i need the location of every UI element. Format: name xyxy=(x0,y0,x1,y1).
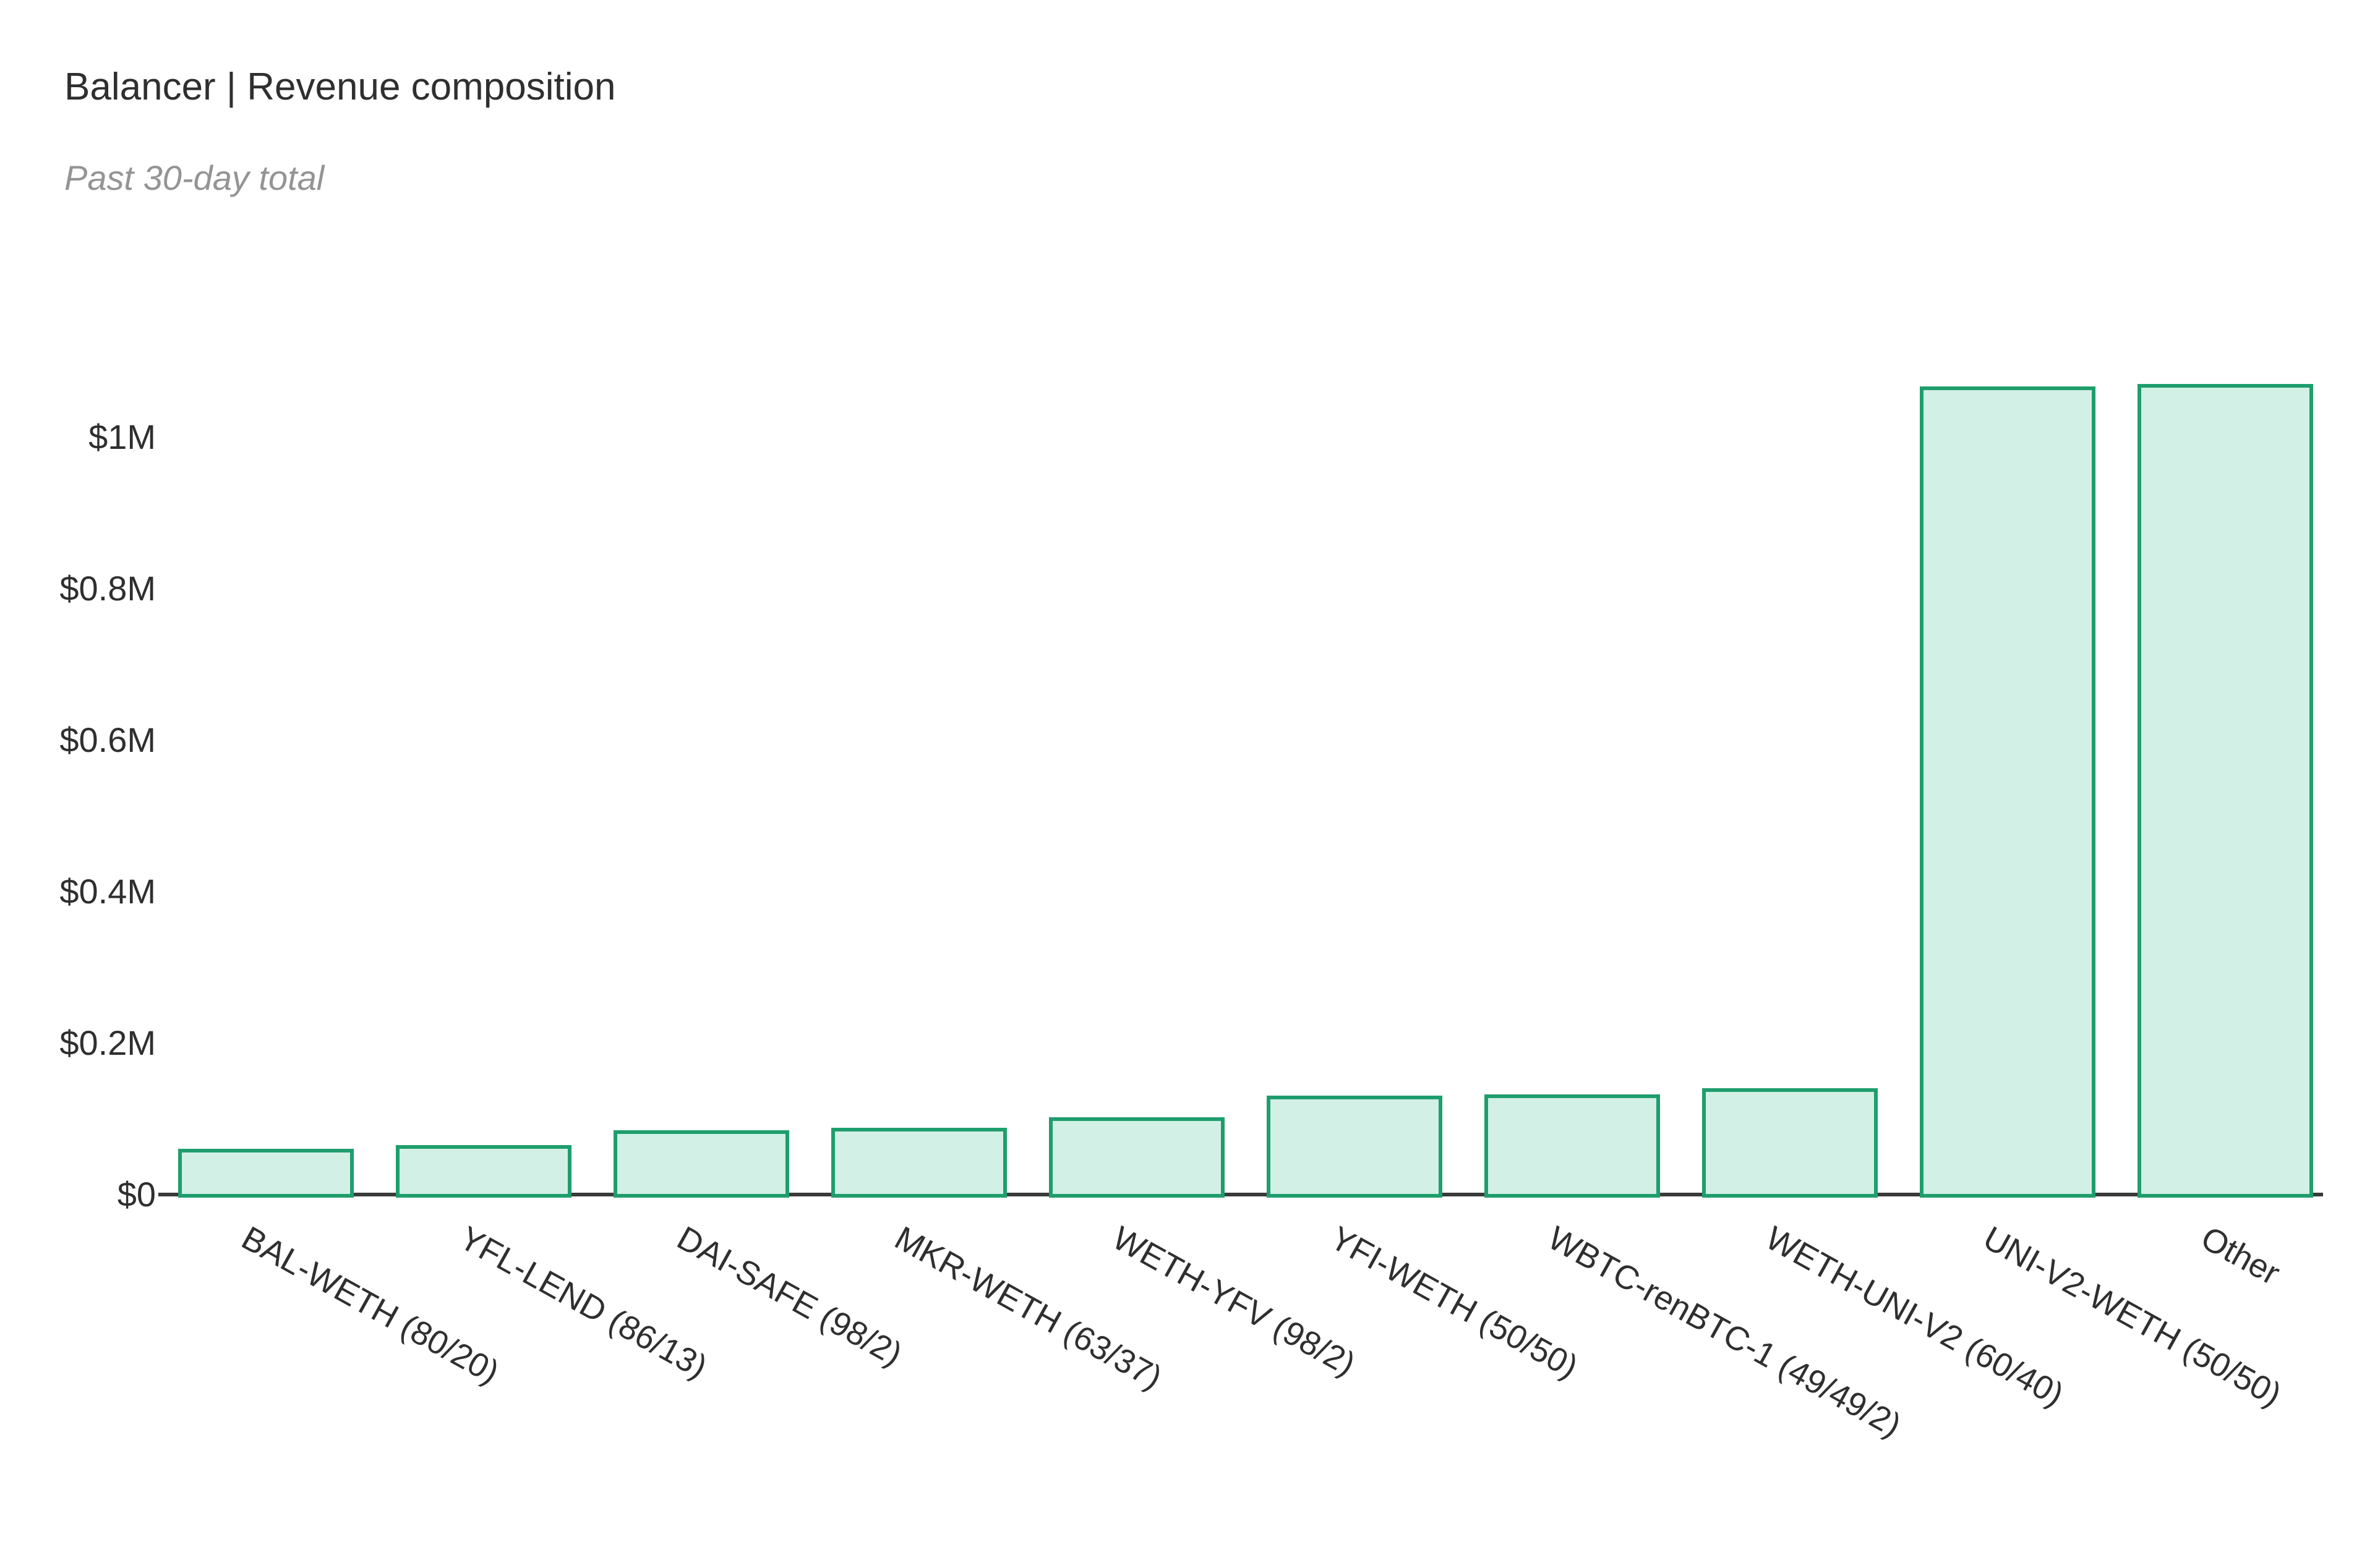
chart-subtitle: Past 30-day total xyxy=(64,158,325,197)
bar-Other xyxy=(2138,384,2313,1198)
chart-title: Balancer | Revenue composition xyxy=(64,66,616,108)
bar-DAI-SAFE (98/2) xyxy=(614,1130,789,1198)
y-axis-tick-label: $1M xyxy=(88,417,156,456)
bar-MKR-WETH (63/37) xyxy=(831,1128,1007,1198)
x-axis-line xyxy=(158,1193,2323,1196)
x-axis-label: YFI-WETH (50/50) xyxy=(1324,1219,1585,1386)
bar-WBTC-renBTC-1 (49/49/2) xyxy=(1484,1094,1660,1198)
bar-YFL-LEND (86/13) xyxy=(396,1145,571,1198)
y-axis-tick-label: $0 xyxy=(117,1175,156,1214)
y-axis-tick-label: $0.6M xyxy=(59,720,156,759)
x-axis-label: Other xyxy=(2194,1219,2287,1292)
y-axis-tick-label: $0.8M xyxy=(59,569,156,608)
y-axis-tick-label: $0.4M xyxy=(59,872,156,911)
bar-WETH-YFV (98/2) xyxy=(1049,1117,1225,1198)
bar-BAL-WETH (80/20) xyxy=(178,1149,354,1198)
x-axis-label: WBTC-renBTC-1 (49/49/2) xyxy=(1541,1219,1907,1444)
bar-UNI-V2-WETH (50/50) xyxy=(1920,386,2095,1198)
y-axis-tick-label: $0.2M xyxy=(59,1023,156,1062)
bar-WETH-UNI-V2 (60/40) xyxy=(1702,1088,1878,1198)
y-axis: $0 $0.2M $0.4M $0.6M $0.8M $1M xyxy=(0,0,156,1568)
bar-YFI-WETH (50/50) xyxy=(1267,1096,1442,1198)
